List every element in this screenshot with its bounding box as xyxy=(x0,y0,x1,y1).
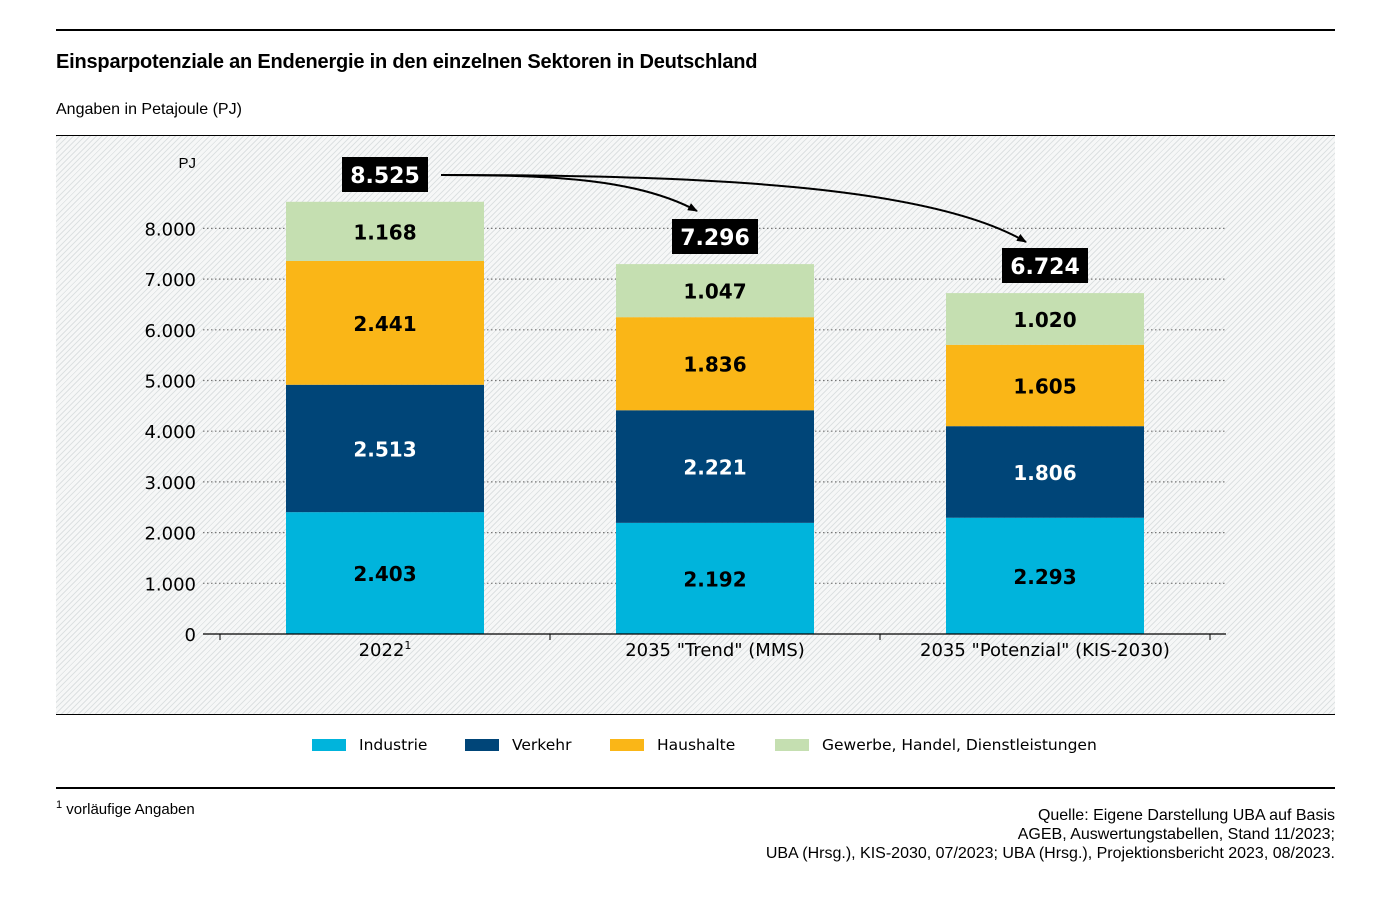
total-label-box xyxy=(1002,248,1088,283)
bar-segment-industrie xyxy=(616,522,814,634)
legend-item: Gewerbe, Handel, Dienstleistungen xyxy=(775,736,1097,754)
stacked-bar-chart: 0 1.000 2.000 3.000 4.000 5.000 6.000 7.000 8.00… xyxy=(144,155,1226,661)
segment-value-label: 2.513 xyxy=(353,437,416,461)
segment-value-label: 2.441 xyxy=(353,312,416,336)
x-category-label: 20221 xyxy=(359,639,412,661)
bar-segment-gewerbe xyxy=(616,264,814,318)
total-value-label: 7.296 xyxy=(680,226,750,251)
segment-value-label: 1.020 xyxy=(1013,308,1076,332)
plot-top-rule xyxy=(56,135,1335,136)
chart-title: Einsparpotenziale an Endenergie in den e… xyxy=(56,51,758,73)
y-axis-ticks: 0 1.000 2.000 3.000 4.000 5.000 6.000 7.000 8.00… xyxy=(144,219,196,646)
segment-value-label: 1.605 xyxy=(1013,374,1076,398)
y-tick-label: 6.000 xyxy=(144,321,196,342)
bar-segment-verkehr xyxy=(946,426,1144,518)
x-category-label: 2035 "Potenzial" (KIS-2030) xyxy=(920,640,1170,661)
chart-subtitle: Angaben in Petajoule (PJ) xyxy=(56,101,242,118)
bars: 2.403 2.513 2.441 1.168 2.192 2.221 1.836 1.047… xyxy=(286,201,1144,634)
y-tick-label: 2.000 xyxy=(144,524,196,545)
legend-label: Verkehr xyxy=(512,736,572,754)
bar-segment-gewerbe xyxy=(946,293,1144,345)
source-line: UBA (Hrsg.), KIS-2030, 07/2023; UBA (Hrs… xyxy=(765,845,1335,862)
segment-value-label: 1.836 xyxy=(683,353,746,377)
legend-swatch xyxy=(312,739,346,751)
x-axis xyxy=(203,633,1226,640)
bar-segment-gewerbe xyxy=(286,201,484,262)
source-line: AGEB, Auswertungstabellen, Stand 11/2023… xyxy=(1017,826,1335,843)
total-label-box xyxy=(342,157,428,192)
legend-swatch xyxy=(465,739,499,751)
legend-swatch xyxy=(775,739,809,751)
y-tick-label: 8.000 xyxy=(144,219,196,240)
total-labels: 8.525 7.296 6.724 xyxy=(342,157,1088,283)
y-tick-label: 0 xyxy=(185,625,196,646)
bar-segment-verkehr xyxy=(286,384,484,513)
footer-rule xyxy=(56,787,1335,789)
bar-segment-verkehr xyxy=(616,410,814,523)
y-tick-label: 4.000 xyxy=(144,422,196,443)
segment-value-label: 2.403 xyxy=(353,562,416,586)
arrows xyxy=(440,174,1027,243)
bar-segment-industrie xyxy=(946,517,1144,634)
legend-label: Haushalte xyxy=(657,736,736,754)
y-tick-label: 1.000 xyxy=(144,574,196,595)
segment-value-label: 2.192 xyxy=(683,567,746,591)
source-line: Quelle: Eigene Darstellung UBA auf Basis xyxy=(1037,807,1335,824)
segment-value-label: 2.293 xyxy=(1013,565,1076,589)
arrow-to-potenzial xyxy=(440,174,1027,243)
legend-item: Verkehr xyxy=(465,736,571,754)
x-category-label: 2035 "Trend" (MMS) xyxy=(625,640,805,661)
legend-label: Gewerbe, Handel, Dienstleistungen xyxy=(822,736,1097,754)
footnote-text: vorläufige Angaben xyxy=(66,801,195,818)
y-tick-label: 7.000 xyxy=(144,270,196,291)
legend-item: Haushalte xyxy=(610,736,735,754)
y-axis-unit-label: PJ xyxy=(178,155,196,172)
segment-value-label: 1.047 xyxy=(683,280,746,304)
segment-value-label: 2.221 xyxy=(683,456,746,480)
legend: Industrie Verkehr Haushalte Gewerbe, Handel… xyxy=(0,736,1400,756)
bar-segment-haushalte xyxy=(286,261,484,385)
bar-segment-haushalte xyxy=(946,344,1144,427)
total-value-label: 6.724 xyxy=(1010,255,1080,280)
total-label-box xyxy=(672,219,758,254)
footnote: 1 vorläufige Angaben xyxy=(56,799,195,818)
source-note: Quelle: Eigene Darstellung UBA auf Basis… xyxy=(766,806,1335,863)
total-value-label: 8.525 xyxy=(350,164,420,189)
bar-segment-industrie xyxy=(286,512,484,634)
segment-value-label: 1.806 xyxy=(1013,461,1076,485)
legend-label: Industrie xyxy=(359,736,428,754)
legend-item: Industrie xyxy=(312,736,427,754)
y-tick-label: 5.000 xyxy=(144,372,196,393)
y-tick-label: 3.000 xyxy=(144,473,196,494)
legend-swatch xyxy=(610,739,644,751)
footnote-marker: 1 xyxy=(56,799,63,811)
segment-value-label: 1.168 xyxy=(353,220,416,244)
plot-bottom-rule xyxy=(56,714,1335,715)
top-rule xyxy=(56,29,1335,31)
bar-segment-haushalte xyxy=(616,317,814,411)
x-axis-category-labels: 20221 2035 "Trend" (MMS) 2035 "Potenzial" … xyxy=(359,639,1170,661)
